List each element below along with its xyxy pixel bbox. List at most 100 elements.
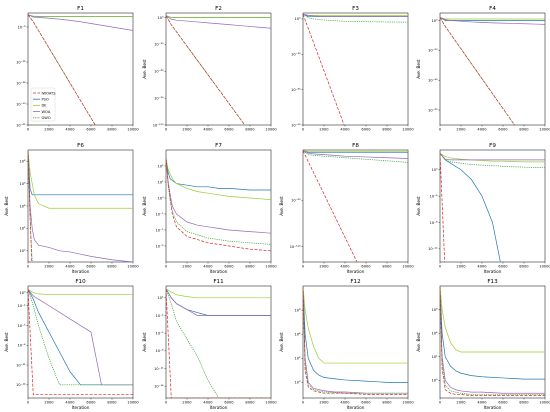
legend-label-de: DE	[42, 104, 48, 108]
series-line-de	[28, 150, 133, 209]
series-line-woa	[440, 286, 545, 394]
x-tick-label: 10000	[539, 401, 550, 405]
x-tick-label: 8000	[382, 265, 392, 269]
y-tick-label: 10⁻³⁰	[154, 43, 164, 47]
y-tick-label: 10⁴	[294, 332, 301, 336]
x-tick-label: 4000	[65, 265, 75, 269]
x-tick-label: 10000	[402, 128, 414, 132]
legend-label-iwoats: IWOATS	[42, 91, 57, 95]
series-line-de	[303, 150, 408, 152]
x-tick-label: 0	[439, 401, 442, 405]
chart-title: F4	[489, 6, 496, 12]
y-tick-label: 10⁻¹⁴	[154, 385, 164, 389]
y-tick-label: 10⁻⁴	[430, 194, 438, 198]
x-tick-label: 4000	[203, 265, 213, 269]
y-tick-label: 10⁻⁴⁰	[428, 79, 438, 83]
y-tick-label: 10⁻⁶	[18, 25, 26, 29]
y-tick-label: 10⁻⁹⁰	[291, 123, 301, 127]
y-tick-label: 10⁴	[19, 204, 26, 208]
x-tick-label: 0	[439, 128, 442, 132]
x-tick-label: 6000	[224, 128, 234, 132]
y-tick-label: 10⁰	[431, 379, 438, 383]
legend-box	[30, 87, 56, 122]
x-tick-label: 10000	[402, 401, 414, 405]
x-tick-label: 6000	[224, 401, 234, 405]
y-axis-label: Ave. Best	[416, 59, 421, 79]
x-tick-label: 0	[302, 401, 305, 405]
chart-title: F13	[487, 279, 498, 285]
x-tick-label: 8000	[519, 265, 529, 269]
y-tick-label: 10⁰	[294, 17, 301, 21]
y-tick-label: 10⁻³	[156, 244, 164, 248]
y-tick-label: 10⁰	[157, 16, 164, 20]
chart-title: F3	[352, 6, 359, 12]
x-tick-label: 6000	[498, 265, 508, 269]
x-tick-label: 6000	[361, 265, 371, 269]
chart-panel-f8: F8 0 2000 4000 6000 8000 10000 10⁻⁶⁰ 10⁻¹²⁰ Itera…	[279, 143, 414, 274]
y-tick-label: 10⁻⁹⁰	[154, 96, 164, 100]
plot-area	[439, 12, 546, 126]
y-axis-label: Ave. Best	[142, 59, 147, 79]
y-tick-label: 10⁻²⁰	[428, 49, 438, 53]
x-tick-label: 0	[302, 265, 305, 269]
y-tick-label: 10⁰	[19, 291, 26, 295]
series-line-pso	[303, 150, 408, 153]
series-line-woa	[166, 288, 271, 316]
y-axis-label: Ave. Best	[142, 196, 147, 216]
x-tick-label: 2000	[456, 265, 466, 269]
plot-area	[302, 12, 409, 126]
x-axis-label: Iteration	[484, 269, 502, 274]
series-line-gwo	[440, 153, 545, 169]
x-tick-label: 4000	[477, 265, 487, 269]
plot-area	[439, 149, 546, 263]
series-line-pso	[166, 157, 271, 191]
x-tick-label: 2000	[44, 128, 54, 132]
x-tick-label: 6000	[86, 128, 96, 132]
x-tick-label: 0	[165, 128, 168, 132]
y-tick-label: 10⁻⁵⁰	[16, 102, 26, 106]
y-tick-label: 10⁰	[19, 249, 26, 253]
chart-panel-f10: F10 0 2000 4000 6000 8000 10000 10⁻¹⁴ 10⁻¹¹ 10⁻⁸ 1…	[4, 279, 139, 410]
plot-area	[165, 149, 272, 263]
plot-area	[27, 149, 134, 263]
series-line-de	[28, 14, 133, 17]
chart-title: F11	[213, 279, 224, 285]
y-tick-label: 10²	[19, 227, 26, 231]
series-line-woa	[440, 153, 545, 161]
series-line-de	[28, 288, 133, 295]
series-line-gwo	[166, 157, 271, 245]
y-axis-label: Ave. Best	[4, 196, 9, 216]
y-tick-label: 10²	[431, 355, 438, 359]
chart-title: F9	[489, 143, 496, 149]
series-line-woa	[28, 14, 133, 31]
y-tick-label: 10⁻¹²⁰	[290, 245, 301, 249]
y-tick-label: 10⁻¹¹	[16, 363, 26, 367]
y-tick-label: 10⁰	[431, 168, 438, 172]
legend-label-gwo: GWO	[42, 116, 51, 120]
series-line-iwoats	[303, 286, 408, 395]
series-line-woa	[166, 15, 271, 29]
chart-title: F12	[350, 279, 360, 285]
y-tick-label: 10⁶	[431, 308, 438, 312]
plot-area	[439, 285, 546, 399]
series-line-gwo	[440, 17, 515, 125]
y-tick-label: 10⁻²	[18, 304, 26, 308]
series-line-de	[303, 13, 408, 16]
x-tick-label: 2000	[456, 128, 466, 132]
y-tick-label: 10²	[294, 357, 301, 361]
y-tick-label: 10⁻²	[156, 228, 164, 232]
y-axis-label: Ave. Best	[4, 332, 9, 352]
series-line-de	[166, 288, 271, 299]
x-tick-label: 4000	[65, 401, 75, 405]
x-axis-label: Iteration	[347, 269, 365, 274]
y-tick-label: 10⁻¹	[156, 212, 164, 216]
series-line-iwoats	[440, 286, 545, 396]
x-tick-label: 8000	[245, 128, 255, 132]
x-tick-label: 4000	[340, 265, 350, 269]
x-tick-label: 4000	[340, 128, 350, 132]
series-line-woa	[440, 17, 545, 25]
x-axis-label: Iteration	[347, 405, 365, 410]
y-tick-label: 10⁻⁶²	[16, 123, 26, 127]
x-tick-label: 0	[165, 401, 168, 405]
x-tick-label: 0	[439, 265, 442, 269]
